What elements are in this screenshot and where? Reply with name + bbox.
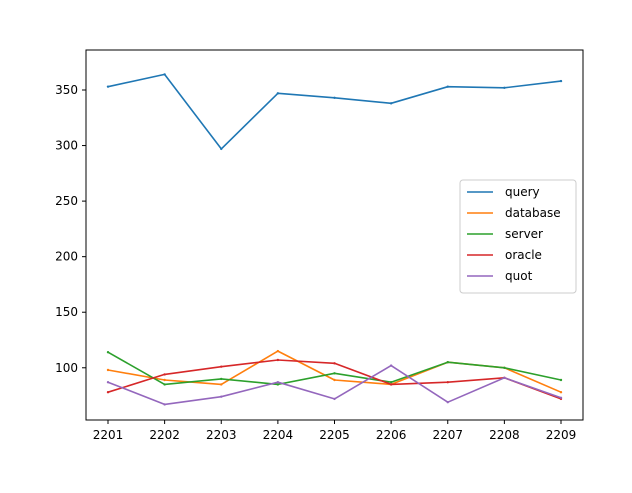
point-database-2201 <box>106 368 110 372</box>
series-query <box>106 73 563 151</box>
point-server-2208 <box>503 366 506 369</box>
x-tick-label-2209: 2209 <box>546 428 577 442</box>
point-oracle-2204 <box>276 358 280 362</box>
point-oracle-2207 <box>446 381 449 384</box>
x-tick-label-2203: 2203 <box>206 428 237 442</box>
series-quot <box>106 364 563 406</box>
legend: query database server oracle quot <box>459 179 577 294</box>
point-server-2201 <box>106 351 110 354</box>
point-server-2209 <box>559 378 563 382</box>
point-database-2204 <box>276 349 280 353</box>
point-server-2206 <box>389 381 393 384</box>
x-tick-label-2201: 2201 <box>93 428 124 442</box>
point-query-2208 <box>503 86 506 89</box>
point-oracle-2205 <box>333 362 336 365</box>
point-query-2202 <box>163 73 166 76</box>
point-server-2204 <box>276 383 280 386</box>
point-database-2205 <box>333 378 336 382</box>
point-quot-2203 <box>220 395 223 398</box>
plot-marks <box>106 73 563 406</box>
point-quot-2209 <box>559 396 563 399</box>
y-tick-label-200: 200 <box>55 250 78 264</box>
series-database <box>106 349 563 394</box>
x-tick-label-2202: 2202 <box>149 428 180 442</box>
point-query-2201 <box>106 85 110 88</box>
axes: 2201 2202 2203 2204 2205 2206 2207 2208 2209 100 1… <box>55 83 576 442</box>
point-quot-2201 <box>106 381 110 384</box>
y-tick-label-100: 100 <box>55 361 78 375</box>
x-tick-label-2208: 2208 <box>489 428 520 442</box>
legend-box <box>459 179 577 294</box>
series-line-database <box>107 350 562 393</box>
point-quot-2207 <box>446 401 449 404</box>
point-server-2207 <box>446 361 449 364</box>
x-tick-label-2206: 2206 <box>376 428 407 442</box>
point-quot-2205 <box>333 397 336 401</box>
point-query-2209 <box>559 79 563 83</box>
point-query-2206 <box>389 102 393 105</box>
point-query-2204 <box>276 92 280 95</box>
y-tick-label-150: 150 <box>55 305 78 319</box>
legend-label-database: database <box>505 206 561 220</box>
point-quot-2204 <box>276 381 280 384</box>
point-database-2202 <box>163 378 166 382</box>
point-query-2203 <box>220 147 223 151</box>
legend-label-quot: quot <box>505 269 533 283</box>
legend-label-oracle: oracle <box>505 248 542 262</box>
legend-label-server: server <box>505 227 543 241</box>
point-oracle-2206 <box>389 383 393 386</box>
series-server <box>106 351 563 386</box>
point-query-2205 <box>333 96 336 99</box>
x-tick-label-2205: 2205 <box>319 428 350 442</box>
y-tick-label-350: 350 <box>55 83 78 97</box>
point-oracle-2201 <box>106 391 110 394</box>
point-database-2209 <box>559 391 563 394</box>
series-line-query <box>107 73 562 150</box>
legend-label-query: query <box>505 185 540 199</box>
point-quot-2202 <box>163 403 166 406</box>
point-quot-2208 <box>503 376 506 379</box>
point-oracle-2203 <box>220 365 223 368</box>
y-tick-label-300: 300 <box>55 139 78 153</box>
point-server-2203 <box>220 377 223 381</box>
point-server-2205 <box>333 372 336 375</box>
point-database-2203 <box>220 383 223 386</box>
point-server-2202 <box>163 383 166 386</box>
point-query-2207 <box>446 85 449 88</box>
point-oracle-2202 <box>163 373 166 376</box>
y-tick-label-250: 250 <box>55 194 78 208</box>
x-tick-label-2204: 2204 <box>263 428 294 442</box>
x-tick-label-2207: 2207 <box>432 428 463 442</box>
point-quot-2206 <box>389 364 393 367</box>
